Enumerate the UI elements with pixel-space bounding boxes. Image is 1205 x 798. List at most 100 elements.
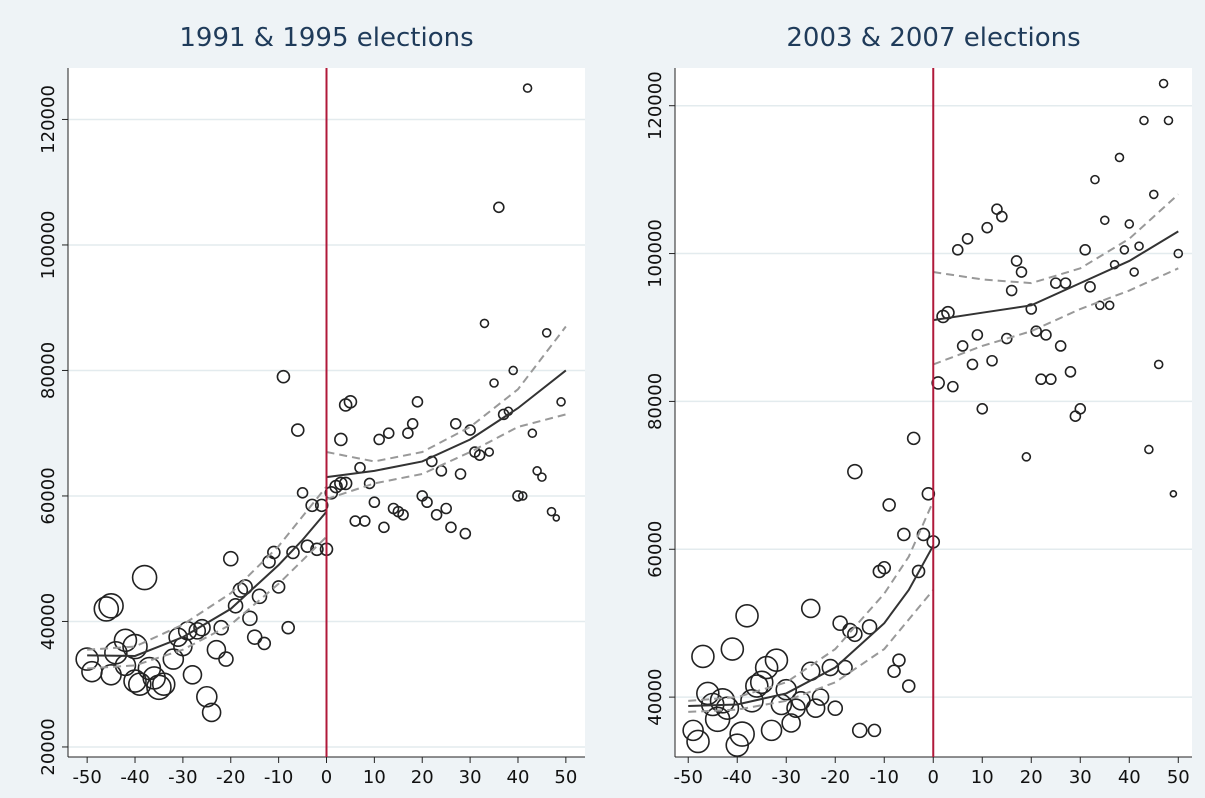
y-tick-label: 100000: [38, 211, 59, 280]
fit-line: [326, 369, 567, 479]
point: [218, 651, 234, 667]
x-tick-label: -20: [821, 767, 850, 788]
y-tick-label: 100000: [645, 219, 666, 288]
chart-title: 2003 & 2007 elections: [786, 23, 1080, 53]
point: [981, 221, 993, 234]
point: [286, 545, 300, 560]
point: [290, 423, 305, 437]
y-tick-label: 120000: [645, 71, 666, 140]
point: [1059, 277, 1072, 289]
point: [1153, 359, 1164, 370]
point: [334, 432, 348, 447]
point: [1064, 366, 1077, 378]
point: [168, 627, 188, 647]
point: [449, 417, 462, 430]
point: [397, 508, 409, 521]
point: [1114, 152, 1125, 163]
point: [760, 719, 783, 742]
point: [1139, 115, 1149, 126]
point: [382, 427, 395, 440]
ci-line: [932, 267, 1179, 366]
point: [1025, 303, 1038, 315]
point: [193, 618, 211, 637]
point: [1074, 403, 1087, 415]
point: [1095, 300, 1105, 311]
point: [257, 636, 272, 651]
y-tick-label: 120000: [38, 85, 59, 154]
point: [887, 664, 901, 679]
y-tick-label: 80000: [645, 373, 666, 430]
x-tick-label: 10: [363, 767, 386, 788]
ci-line: [87, 485, 328, 651]
point: [271, 580, 286, 594]
point: [947, 380, 959, 393]
point: [522, 83, 533, 93]
x-tick-label: -10: [870, 767, 899, 788]
point: [1045, 373, 1057, 386]
point: [996, 210, 1008, 223]
point: [956, 340, 969, 352]
point: [1079, 244, 1091, 256]
point: [310, 542, 324, 557]
x-tick-label: 50: [554, 767, 577, 788]
point: [338, 476, 353, 491]
point: [1015, 266, 1028, 278]
point: [368, 496, 381, 509]
point: [484, 447, 495, 457]
point: [358, 515, 371, 527]
point: [1000, 332, 1013, 345]
x-tick-label: -10: [264, 767, 293, 788]
point: [1030, 325, 1042, 337]
fit-line: [87, 510, 328, 657]
point: [296, 487, 309, 499]
point: [517, 491, 528, 501]
point: [527, 428, 538, 439]
point: [897, 527, 911, 542]
point: [847, 463, 863, 480]
point: [251, 588, 268, 605]
point: [686, 729, 710, 754]
point: [931, 376, 945, 390]
y-tick-label: 80000: [38, 342, 59, 399]
point: [749, 670, 774, 695]
point: [811, 688, 830, 706]
x-tick-label: 20: [1020, 767, 1043, 788]
ci-line: [326, 413, 567, 501]
x-tick-label: -50: [674, 767, 703, 788]
x-tick-label: -30: [772, 767, 801, 788]
point: [421, 496, 433, 509]
point: [720, 637, 745, 661]
point: [827, 700, 844, 717]
point: [976, 403, 989, 415]
point: [146, 674, 172, 701]
point: [532, 466, 542, 476]
point: [921, 487, 936, 501]
point: [842, 622, 858, 639]
point: [775, 678, 798, 701]
point: [227, 597, 244, 614]
point: [901, 679, 916, 693]
point: [1173, 248, 1184, 259]
point: [512, 490, 524, 502]
point: [182, 664, 203, 685]
x-tick-label: 40: [1118, 767, 1141, 788]
point: [196, 685, 218, 708]
point: [489, 378, 499, 388]
point: [406, 417, 419, 430]
point: [1148, 189, 1159, 200]
point: [882, 498, 896, 512]
x-tick-label: 20: [411, 767, 434, 788]
point: [800, 598, 821, 619]
point: [1104, 300, 1115, 311]
point: [314, 498, 329, 513]
point: [916, 527, 931, 542]
point: [877, 560, 892, 575]
x-tick-label: -20: [216, 767, 245, 788]
point: [411, 396, 424, 408]
ci-line: [87, 536, 328, 670]
point: [1119, 245, 1130, 255]
point: [343, 395, 358, 409]
x-tick-label: -50: [72, 767, 101, 788]
point: [781, 713, 801, 733]
point: [861, 619, 878, 635]
